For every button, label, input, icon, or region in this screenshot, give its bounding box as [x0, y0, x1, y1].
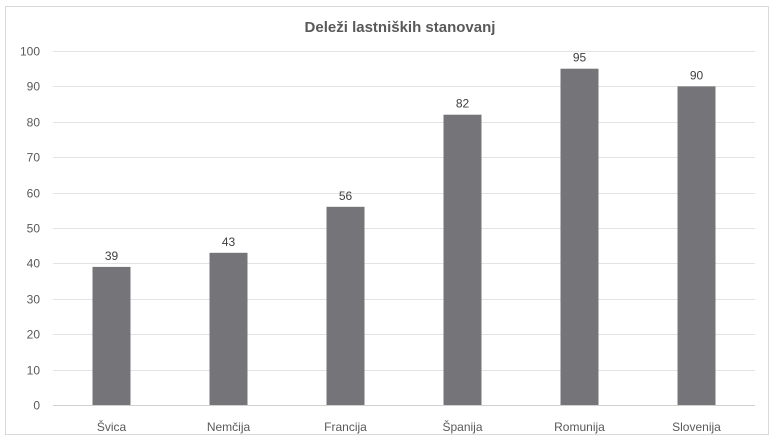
data-label: 90: [690, 68, 704, 82]
chart-title: Deleži lastniških stanovanj: [305, 19, 496, 36]
x-tick-label: Španija: [442, 419, 482, 434]
bar-4: [443, 114, 482, 405]
gridlines: [53, 51, 755, 406]
data-label: 43: [222, 235, 236, 249]
y-tick-label: 20: [27, 328, 41, 342]
y-tick-label: 30: [27, 293, 41, 307]
bar-2: [209, 252, 248, 405]
y-tick-label: 50: [27, 222, 41, 236]
data-label: 56: [339, 189, 353, 203]
data-labels: 39 43 56 82 95 90: [105, 51, 704, 263]
chart-area: [5, 6, 769, 435]
y-tick-label: 80: [27, 116, 41, 130]
data-label: 82: [456, 97, 470, 111]
bar-1: [92, 266, 131, 405]
bar-5: [560, 68, 599, 405]
y-axis-ticks: 0 10 20 30 40 50 60 70 80 90 100: [20, 45, 40, 413]
y-tick-label: 100: [20, 45, 40, 59]
y-tick-label: 40: [27, 257, 41, 271]
data-label: 95: [573, 51, 587, 65]
x-tick-label: Slovenija: [672, 420, 721, 434]
y-tick-label: 0: [33, 399, 40, 413]
y-tick-label: 60: [27, 187, 41, 201]
x-axis-ticks: Švica Nemčija Francija Španija Romunija Slove…: [97, 419, 721, 434]
x-tick-label: Romunija: [554, 420, 605, 434]
y-tick-label: 10: [27, 364, 41, 378]
y-tick-label: 90: [27, 80, 41, 94]
bars: [92, 68, 716, 406]
y-tick-label: 70: [27, 151, 41, 165]
x-tick-label: Francija: [324, 420, 367, 434]
bar-6: [677, 86, 716, 406]
bar-3: [326, 206, 365, 405]
data-label: 39: [105, 249, 119, 263]
x-tick-label: Švica: [97, 419, 127, 434]
x-tick-label: Nemčija: [207, 420, 251, 434]
